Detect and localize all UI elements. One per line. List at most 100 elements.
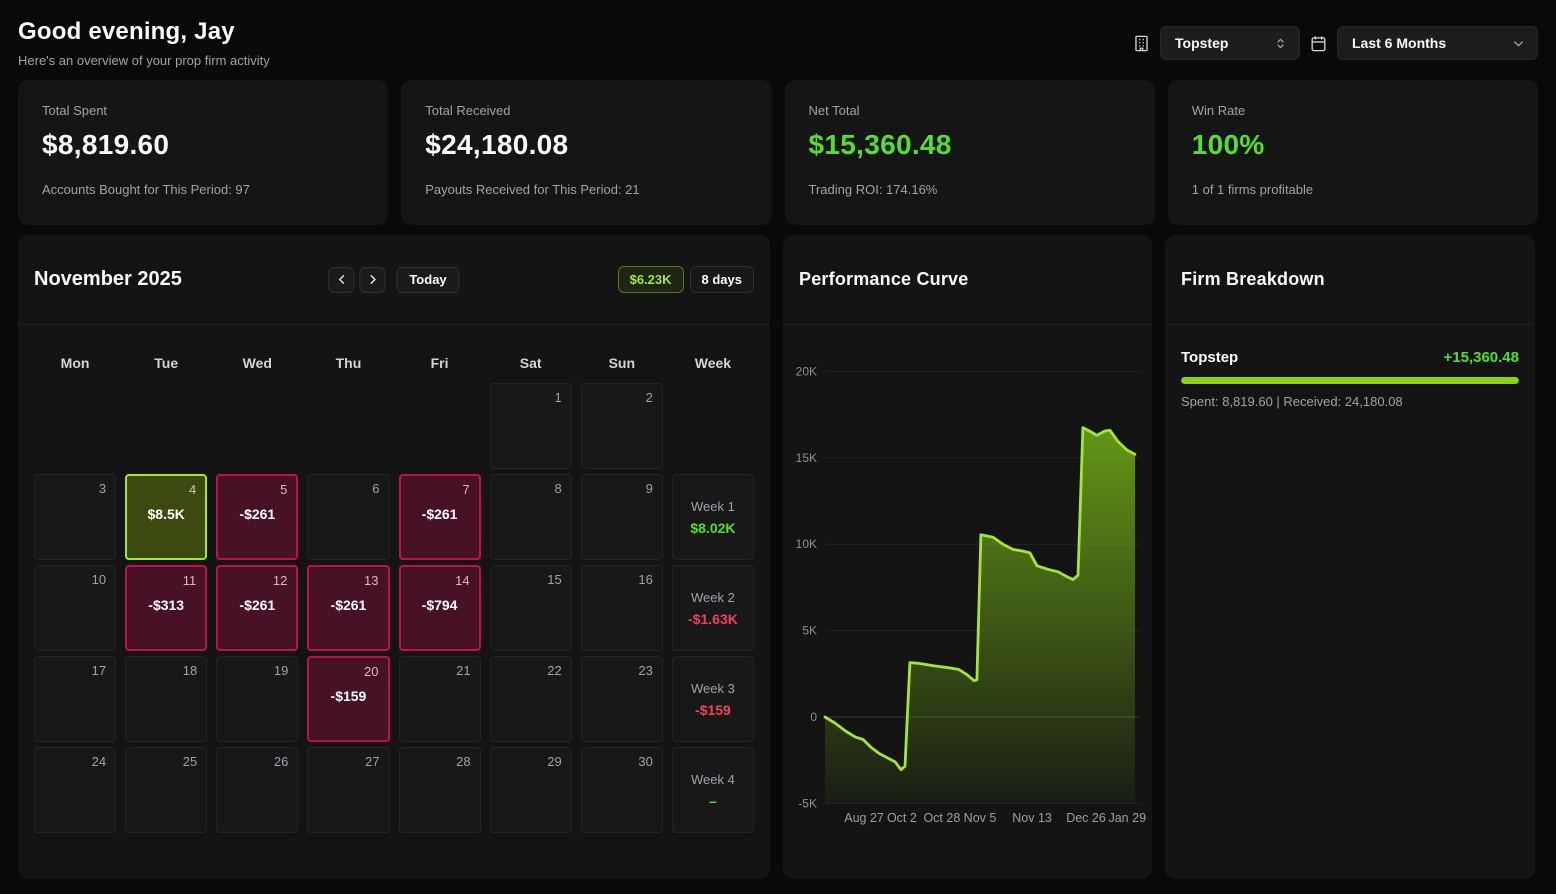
stats-row: Total Spent $8,819.60 Accounts Bought fo… bbox=[18, 80, 1538, 225]
chevron-down-icon bbox=[1514, 40, 1523, 46]
firm-select[interactable]: Topstep bbox=[1160, 26, 1300, 60]
calendar-day-cell[interactable]: 3 bbox=[34, 474, 117, 560]
day-number: 6 bbox=[372, 481, 380, 496]
next-month-button[interactable] bbox=[359, 266, 386, 293]
calendar-day-cell[interactable]: 10 bbox=[34, 565, 117, 651]
calendar-empty-slot bbox=[34, 383, 116, 469]
day-number: 21 bbox=[456, 663, 471, 678]
calendar-grid: 1 2 3 4 $8.5K 5 -$261 6 7 -$261 8 9 Week 1 $8.02K 10 11… bbox=[34, 383, 754, 833]
prev-month-button[interactable] bbox=[328, 266, 355, 293]
day-number: 25 bbox=[182, 754, 198, 769]
calendar-day-cell[interactable]: 30 bbox=[580, 747, 663, 833]
calendar-weekday-headers: Mon Tue Wed Thu Fri Sat Sun Week bbox=[34, 355, 754, 371]
calendar-day-cell[interactable]: 5 -$261 bbox=[216, 474, 299, 560]
svg-text:10K: 10K bbox=[796, 537, 817, 551]
today-button[interactable]: Today bbox=[396, 266, 460, 293]
firm-breakdown-panel: Firm Breakdown Topstep +15,360.48 Spent:… bbox=[1165, 235, 1535, 879]
day-number: 14 bbox=[455, 573, 470, 588]
day-number: 27 bbox=[365, 754, 380, 769]
day-number: 12 bbox=[272, 573, 288, 588]
calendar-day-cell[interactable]: 11 -$313 bbox=[125, 565, 208, 651]
performance-curve-chart: 20K 15K 10K 5K 0 -5K Aug 27 Oct 2 Oct 28 Nov 5 Nov… bbox=[796, 364, 1146, 825]
calendar-day-cell[interactable]: 15 bbox=[489, 565, 572, 651]
calendar-empty-slot bbox=[672, 383, 754, 469]
firm-detail: Spent: 8,819.60 | Received: 24,180.08 bbox=[1181, 394, 1403, 409]
stat-caption: Trading ROI: 174.16% bbox=[808, 182, 938, 197]
firm-progress-track bbox=[1181, 377, 1519, 384]
firm-name: Topstep bbox=[1181, 349, 1239, 366]
calendar-day-cell[interactable]: 17 bbox=[34, 656, 117, 742]
calendar-day-cell[interactable]: 1 bbox=[489, 383, 572, 469]
performance-title: Performance Curve bbox=[799, 269, 969, 289]
calendar-week-summary: Week 1 $8.02K bbox=[671, 474, 754, 560]
stat-caption: 1 of 1 firms profitable bbox=[1191, 182, 1314, 197]
calendar-day-cell[interactable]: 12 -$261 bbox=[216, 565, 299, 651]
calendar-day-cell[interactable]: 20 -$159 bbox=[307, 656, 390, 742]
stat-card-win-rate: Win Rate 100% 1 of 1 firms profitable bbox=[1167, 80, 1538, 225]
firm-row: Topstep +15,360.48 bbox=[1181, 349, 1519, 366]
trading-days-badge: 8 days bbox=[689, 266, 754, 293]
day-number: 8 bbox=[554, 481, 562, 496]
day-number: 15 bbox=[547, 572, 562, 587]
day-number: 20 bbox=[364, 664, 379, 679]
calendar-day-cell[interactable]: 4 $8.5K bbox=[125, 474, 208, 560]
calendar-day-cell[interactable]: 23 bbox=[580, 656, 663, 742]
day-number: 30 bbox=[638, 754, 653, 769]
day-number: 23 bbox=[638, 663, 653, 678]
calendar-day-cell[interactable]: 14 -$794 bbox=[398, 565, 481, 651]
calendar-day-cell[interactable]: 18 bbox=[125, 656, 208, 742]
stat-card-total-spent: Total Spent $8,819.60 Accounts Bought fo… bbox=[18, 80, 389, 225]
day-pnl-value: -$313 bbox=[148, 597, 185, 613]
svg-text:Oct 28: Oct 28 bbox=[923, 811, 960, 825]
svg-text:20K: 20K bbox=[796, 364, 817, 378]
calendar-day-cell[interactable]: 19 bbox=[216, 656, 299, 742]
calendar-empty-slot bbox=[307, 383, 389, 469]
calendar-day-cell[interactable]: 2 bbox=[580, 383, 663, 469]
svg-text:Aug 27: Aug 27 bbox=[844, 811, 884, 825]
calendar-day-cell[interactable]: 26 bbox=[216, 747, 299, 833]
weekday-header: Wed bbox=[242, 355, 272, 371]
calendar-empty-slot bbox=[125, 383, 207, 469]
calendar-day-cell[interactable]: 13 -$261 bbox=[307, 565, 390, 651]
firm-net-value: +15,360.48 bbox=[1443, 349, 1520, 366]
day-number: 4 bbox=[189, 482, 197, 497]
day-number: 18 bbox=[182, 663, 198, 678]
stat-label: Total Spent bbox=[42, 103, 108, 118]
calendar-panel: November 2025 Today $6.23K 8 days Mon Tue… bbox=[18, 235, 770, 879]
calendar-day-cell[interactable]: 8 bbox=[489, 474, 572, 560]
stat-card-total-received: Total Received $24,180.08 Payouts Receiv… bbox=[401, 80, 772, 225]
header-controls: Topstep Last 6 Months bbox=[1132, 26, 1538, 60]
calendar-nav: Today bbox=[328, 266, 460, 293]
calendar-day-cell[interactable]: 9 bbox=[580, 474, 663, 560]
page-header: Good evening, Jay Here's an overview of … bbox=[0, 0, 1556, 80]
page-title: Good evening, Jay bbox=[18, 18, 235, 45]
calendar-week-summary: Week 3 -$159 bbox=[671, 656, 754, 742]
calendar-day-cell[interactable]: 16 bbox=[580, 565, 663, 651]
calendar-day-cell[interactable]: 28 bbox=[398, 747, 481, 833]
date-range-select[interactable]: Last 6 Months bbox=[1337, 26, 1538, 60]
day-number: 10 bbox=[91, 572, 107, 587]
svg-text:Nov 13: Nov 13 bbox=[1012, 811, 1052, 825]
calendar-day-cell[interactable]: 24 bbox=[34, 747, 117, 833]
building-icon bbox=[1135, 35, 1148, 51]
weekday-header: Tue bbox=[154, 355, 179, 371]
calendar-day-cell[interactable]: 7 -$261 bbox=[398, 474, 481, 560]
weekday-header: Mon bbox=[60, 355, 90, 371]
calendar-badges: $6.23K 8 days bbox=[617, 266, 754, 293]
week-label: Week 1 bbox=[691, 498, 735, 514]
calendar-day-cell[interactable]: 27 bbox=[307, 747, 390, 833]
stat-value: $24,180.08 bbox=[425, 129, 569, 160]
day-pnl-value: -$261 bbox=[330, 597, 367, 613]
calendar-week-summary: Week 4 – bbox=[671, 747, 754, 833]
calendar-day-cell[interactable]: 25 bbox=[125, 747, 208, 833]
day-number: 11 bbox=[182, 573, 197, 588]
day-number: 29 bbox=[547, 754, 562, 769]
day-number: 5 bbox=[280, 482, 288, 497]
date-range-value: Last 6 Months bbox=[1352, 35, 1447, 51]
calendar-day-cell[interactable]: 29 bbox=[489, 747, 572, 833]
firm-breakdown-title: Firm Breakdown bbox=[1181, 269, 1325, 289]
calendar-day-cell[interactable]: 21 bbox=[398, 656, 481, 742]
firm-progress-bar bbox=[1181, 377, 1519, 384]
calendar-day-cell[interactable]: 6 bbox=[307, 474, 390, 560]
calendar-day-cell[interactable]: 22 bbox=[489, 656, 572, 742]
